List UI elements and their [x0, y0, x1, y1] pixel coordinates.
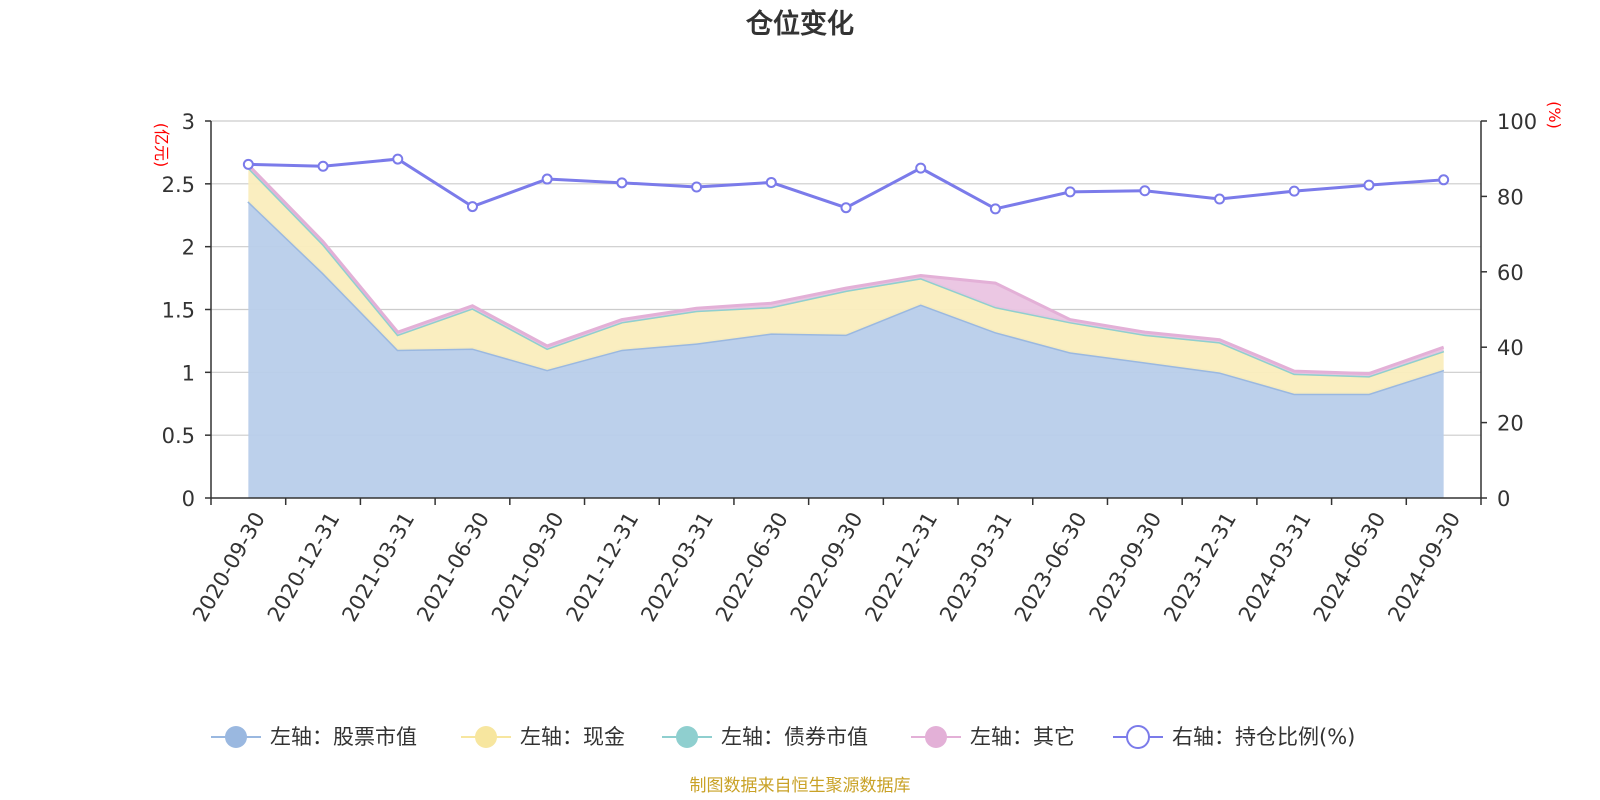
left-axis-unit: (亿元): [152, 123, 171, 168]
legend-stock-marker: [225, 726, 247, 748]
legend-other-marker: [925, 726, 947, 748]
legend-bond-label: 左轴：债券市值: [721, 725, 868, 749]
x-tick-label: 2021-09-30: [487, 508, 569, 626]
legend-other-label: 左轴：其它: [970, 725, 1075, 749]
left-tick-label: 2.5: [162, 173, 195, 197]
ratio-point: [1363, 179, 1375, 191]
area-edge-series-3: [247, 163, 1445, 376]
legend-cash-marker: [475, 726, 497, 748]
data-source-note: 制图数据来自恒生聚源数据库: [690, 776, 911, 796]
legend-cash-label: 左轴：现金: [520, 725, 625, 749]
left-y-ticks: 0 0.5 1 1.5 2 2.5 3: [162, 110, 211, 511]
right-tick-label: 100: [1497, 110, 1537, 134]
ratio-point: [989, 203, 1001, 215]
ratio-point: [1139, 185, 1151, 197]
x-tick-label: 2024-06-30: [1309, 508, 1391, 626]
chart-title: 仓位变化: [745, 8, 854, 40]
ratio-point: [840, 202, 852, 214]
ratio-point: [691, 181, 703, 193]
right-tick-label: 40: [1497, 336, 1524, 360]
x-tick-label: 2020-12-31: [263, 508, 345, 626]
x-tick-label: 2023-06-30: [1010, 508, 1092, 626]
right-tick-label: 0: [1497, 487, 1510, 511]
x-tick-label: 2022-12-31: [860, 508, 942, 626]
x-tick-label: 2021-03-31: [337, 508, 419, 626]
ratio-point: [765, 176, 777, 188]
right-tick-label: 80: [1497, 185, 1524, 209]
legend-item-cash[interactable]: 左轴：现金: [461, 725, 625, 749]
left-tick-label: 3: [182, 110, 195, 134]
ratio-point: [317, 160, 329, 172]
ratio-point: [1288, 185, 1300, 197]
legend-item-stock[interactable]: 左轴：股票市值: [211, 725, 417, 749]
x-tick-label: 2021-12-31: [562, 508, 644, 626]
ratio-point: [392, 153, 404, 165]
area-series-0: [248, 201, 1444, 498]
x-tick-label: 2022-03-31: [636, 508, 718, 626]
legend-item-ratio[interactable]: 右轴：持仓比例(%): [1113, 725, 1355, 749]
x-tick-label: 2024-03-31: [1234, 508, 1316, 626]
right-tick-label: 20: [1497, 412, 1524, 436]
ratio-point: [616, 177, 628, 189]
legend: 左轴：股票市值 左轴：现金 左轴：债券市值 左轴：其它 右轴：持仓比例(%): [211, 725, 1355, 749]
ratio-point: [915, 162, 927, 174]
right-tick-label: 60: [1497, 261, 1524, 285]
ratio-point: [1214, 193, 1226, 205]
ratio-line-series: [242, 153, 1450, 215]
x-tick-label: 2021-06-30: [412, 508, 494, 626]
legend-bond-marker: [676, 726, 698, 748]
ratio-point: [541, 173, 553, 185]
x-tick-label: 2020-09-30: [188, 508, 270, 626]
ratio-point: [242, 158, 254, 170]
ratio-point: [1438, 174, 1450, 186]
x-tick-label: 2023-09-30: [1085, 508, 1167, 626]
x-tick-label: 2024-09-30: [1383, 508, 1465, 626]
ratio-point: [1064, 186, 1076, 198]
left-tick-label: 0.5: [162, 424, 195, 448]
left-tick-label: 2: [182, 236, 195, 260]
right-y-ticks: 0 20 40 60 80 100: [1481, 110, 1537, 511]
x-tick-label: 2022-06-30: [711, 508, 793, 626]
x-ticks: 2020-09-302020-12-312021-03-312021-06-30…: [188, 498, 1482, 626]
legend-item-other[interactable]: 左轴：其它: [911, 725, 1075, 749]
area-series-1: [248, 167, 1444, 394]
left-tick-label: 1.5: [162, 299, 195, 323]
stacked-areas: [247, 163, 1445, 498]
ratio-point: [466, 201, 478, 213]
x-tick-label: 2023-12-31: [1159, 508, 1241, 626]
legend-ratio-label: 右轴：持仓比例(%): [1172, 725, 1355, 749]
left-tick-label: 0: [182, 487, 195, 511]
x-tick-label: 2022-09-30: [786, 508, 868, 626]
legend-item-bond[interactable]: 左轴：债券市值: [662, 725, 868, 749]
x-tick-label: 2023-03-31: [935, 508, 1017, 626]
right-axis-unit: (%): [1545, 101, 1564, 129]
left-tick-label: 1: [182, 361, 195, 385]
legend-stock-label: 左轴：股票市值: [270, 725, 417, 749]
legend-ratio-marker: [1126, 725, 1150, 749]
